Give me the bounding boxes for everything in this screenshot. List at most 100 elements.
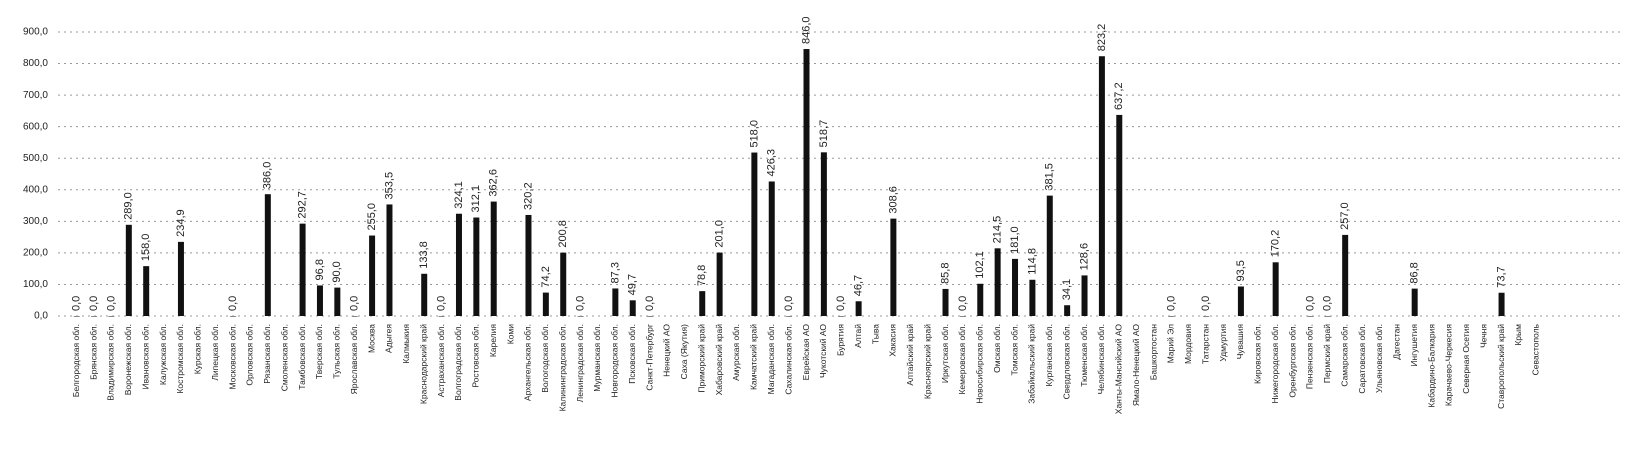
x-tick-label: Мордовия (1183, 324, 1193, 364)
x-tick-label: Карелия (488, 324, 498, 358)
bar (264, 194, 271, 316)
x-tick-label: Хабаровский край (714, 324, 724, 396)
value-label: 518,0 (748, 120, 760, 148)
bar (369, 235, 376, 316)
y-tick-label: 300,0 (23, 216, 48, 227)
value-label: 0,0 (783, 296, 795, 311)
x-tick-label: Магаданская обл. (766, 324, 776, 394)
x-tick-label: Чечня (1478, 324, 1488, 348)
bar (351, 316, 358, 317)
bar (108, 316, 115, 317)
value-label: 102,1 (974, 251, 986, 279)
bar (1046, 195, 1053, 316)
value-label: 823,2 (1096, 24, 1108, 52)
value-label: 93,5 (1235, 260, 1247, 281)
bar (1237, 286, 1244, 316)
bar (612, 288, 619, 316)
bar (125, 224, 132, 316)
value-label: 0,0 (957, 296, 969, 311)
bar (751, 152, 758, 316)
x-tick-label: Дагестан (1392, 324, 1402, 360)
x-tick-label: Омская обл. (992, 324, 1002, 373)
value-label: 324,1 (453, 181, 465, 209)
bar (490, 201, 497, 316)
x-tick-label: Еврейская АО (801, 324, 811, 381)
value-label: 201,0 (714, 220, 726, 248)
bar (455, 213, 462, 316)
x-tick-label: Свердловская обл. (1061, 324, 1071, 399)
value-label: 46,7 (853, 275, 865, 296)
y-tick-label: 900,0 (23, 27, 48, 38)
value-label: 320,2 (522, 182, 534, 210)
x-tick-label: Вологодская обл. (540, 324, 550, 393)
bar (716, 252, 723, 316)
bar (977, 283, 984, 316)
value-label: 0,0 (1304, 296, 1316, 311)
x-tick-label: Курганская обл. (1044, 324, 1054, 387)
bar (959, 316, 966, 317)
value-label: 637,2 (1113, 82, 1125, 110)
x-tick-label: Калмыкия (401, 324, 411, 364)
value-label: 85,8 (939, 263, 951, 284)
x-tick-label: Тверская обл. (314, 324, 324, 379)
bar (994, 248, 1001, 316)
x-tick-label: Орловская обл. (245, 324, 255, 386)
x-tick-label: Сахалинская обл. (783, 324, 793, 395)
value-label: 386,0 (262, 162, 274, 190)
x-tick-label: Кемеровская обл. (957, 324, 967, 395)
value-label: 362,6 (488, 169, 500, 197)
x-tick-label: Нижегородская обл. (1270, 324, 1280, 404)
bar (143, 266, 150, 316)
x-tick-label: Ульяновская обл. (1374, 324, 1384, 393)
bar (1029, 279, 1036, 316)
value-label: 255,0 (366, 203, 378, 231)
x-tick-label: Ингушетия (1409, 324, 1419, 367)
bar (838, 316, 845, 317)
value-label: 353,5 (383, 172, 395, 200)
x-tick-label: Новосибирская обл. (975, 324, 985, 404)
value-label: 0,0 (227, 296, 239, 311)
bar (1203, 316, 1210, 317)
bar (177, 241, 184, 316)
y-tick-label: 800,0 (23, 58, 48, 69)
value-label: 0,0 (1322, 296, 1334, 311)
x-tick-label: Тульская обл. (332, 324, 342, 379)
x-tick-label: Липецкая обл. (210, 324, 220, 381)
y-tick-label: 200,0 (23, 248, 48, 259)
bar (855, 301, 862, 316)
value-label: 114,8 (1026, 248, 1038, 275)
bar (560, 252, 567, 316)
bar (1064, 305, 1071, 316)
y-tick-label: 600,0 (23, 121, 48, 132)
bar (73, 316, 80, 317)
bar (542, 292, 549, 316)
value-label: 234,9 (175, 209, 187, 237)
x-tick-label: Владимирская обл. (106, 324, 116, 401)
x-tick-label: Астраханская обл. (436, 324, 446, 397)
x-tick-label: Ямало-Ненецкий АО (1131, 324, 1141, 407)
value-label: 0,0 (835, 296, 847, 311)
x-tick-label: Бурятия (836, 324, 846, 356)
x-tick-label: Удмуртия (1218, 324, 1228, 362)
value-label: 846,0 (800, 17, 812, 45)
bar (1012, 258, 1019, 316)
bar (803, 49, 810, 316)
x-tick-label: Саха (Якутия) (679, 324, 689, 379)
value-label: 158,0 (140, 234, 152, 262)
x-tick-label: Чукотский АО (818, 324, 828, 378)
bar (525, 214, 532, 316)
x-tick-label: Башкортостан (1148, 324, 1158, 381)
value-label: 0,0 (88, 296, 100, 311)
x-tick-label: Ростовская обл. (471, 324, 481, 388)
bar (942, 288, 949, 316)
x-tick-label: Псковская обл. (627, 324, 637, 384)
x-tick-label: Приморский край (696, 324, 706, 393)
x-tick-label: Томская обл. (1009, 324, 1019, 375)
x-tick-label: Тюменская обл. (1079, 324, 1089, 387)
value-label: 73,7 (1495, 266, 1507, 287)
x-tick-label: Ивановская обл. (140, 324, 150, 389)
x-tick-label: Иркутская обл. (940, 324, 950, 383)
x-tick-label: Оренбургская обл. (1287, 324, 1297, 398)
x-tick-label: Рязанская обл. (262, 324, 272, 384)
